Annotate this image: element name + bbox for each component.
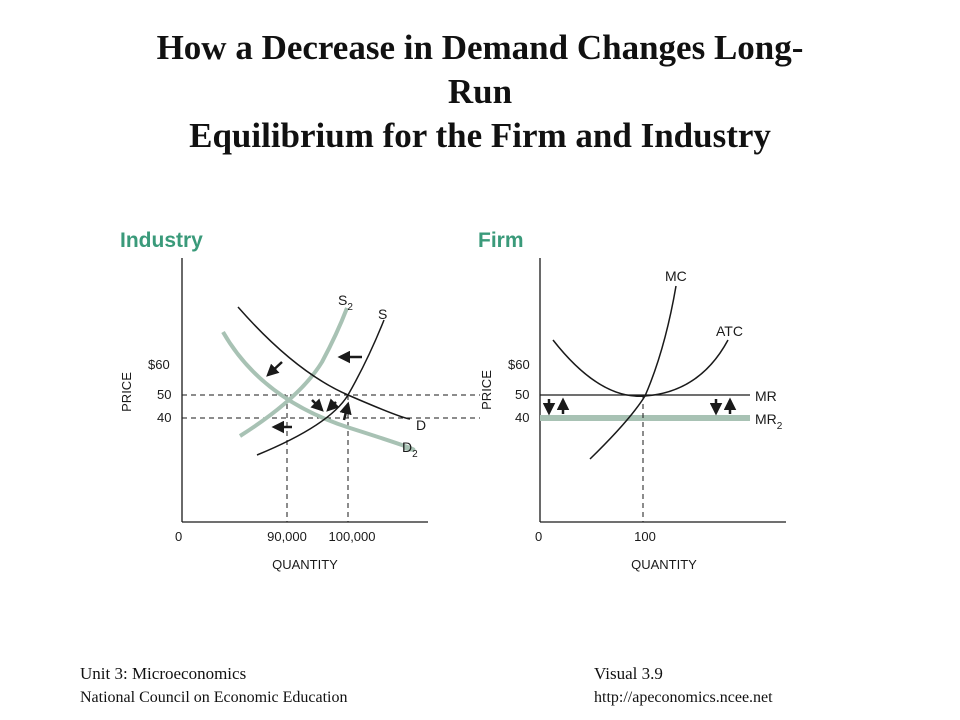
- industry-supply-curve-s: [256, 319, 385, 456]
- firm-panel-title: Firm: [478, 229, 524, 252]
- firm-mr-label: MR: [755, 388, 777, 404]
- slide-title-line-3: Equilibrium for the Firm and Industry: [189, 116, 771, 155]
- industry-supply-curve-s2: [238, 307, 349, 438]
- industry-y-tick-40: 40: [157, 410, 171, 425]
- industry-demand-curve-d2: [221, 331, 416, 452]
- firm-panel: Firm PRICE QUANTITY $60 50 40 0 100 MC A…: [478, 229, 786, 572]
- firm-x-tick-100: 100: [634, 529, 656, 544]
- industry-demand-label-d2: D2: [402, 439, 418, 460]
- firm-mr2-label: MR2: [755, 411, 783, 432]
- industry-x-axis-label: QUANTITY: [272, 557, 338, 572]
- firm-x-axis-label: QUANTITY: [631, 557, 697, 572]
- industry-demand-shift-arrow: [266, 361, 283, 377]
- industry-demand-label-d: D: [416, 417, 426, 433]
- industry-y-tick-60: $60: [148, 357, 170, 372]
- industry-y-tick-50: 50: [157, 387, 171, 402]
- industry-x-tick-0: 0: [175, 529, 182, 544]
- firm-mc-label: MC: [665, 268, 687, 284]
- firm-atc-label: ATC: [716, 323, 743, 339]
- firm-mc-curve: [589, 285, 677, 460]
- firm-y-tick-60: $60: [508, 357, 530, 372]
- industry-supply-label-s: S: [378, 306, 387, 322]
- industry-supply-label-s2: S2: [338, 292, 353, 313]
- firm-y-tick-40: 40: [515, 410, 529, 425]
- industry-panel: Industry PRICE QUANTITY $60 50 40 0 90,0…: [119, 229, 480, 572]
- footer-url: http://apeconomics.ncee.net: [594, 689, 773, 706]
- firm-atc-curve: [552, 339, 729, 397]
- slide-title-line-2: Run: [447, 72, 513, 111]
- industry-adjust-arrow-upper: [339, 401, 352, 421]
- firm-y-axis-label: PRICE: [479, 370, 494, 410]
- industry-adjust-arrow-right: [326, 398, 340, 412]
- industry-demand-curve-d: [237, 306, 411, 420]
- firm-x-tick-0: 0: [535, 529, 542, 544]
- slide-title-line-1: How a Decrease in Demand Changes Long-: [156, 28, 804, 67]
- slide-title: How a Decrease in Demand Changes Long- R…: [40, 26, 920, 158]
- footer-visual: Visual 3.9: [594, 664, 663, 683]
- firm-y-tick-50: 50: [515, 387, 529, 402]
- footer-unit: Unit 3: Microeconomics: [80, 664, 247, 683]
- industry-panel-title: Industry: [120, 229, 203, 252]
- industry-x-tick-100000: 100,000: [329, 529, 376, 544]
- industry-adjust-arrow-left: [310, 398, 324, 412]
- footer-council: National Council on Economic Education: [80, 689, 348, 706]
- industry-y-axis-label: PRICE: [119, 372, 134, 412]
- industry-x-tick-90000: 90,000: [267, 529, 307, 544]
